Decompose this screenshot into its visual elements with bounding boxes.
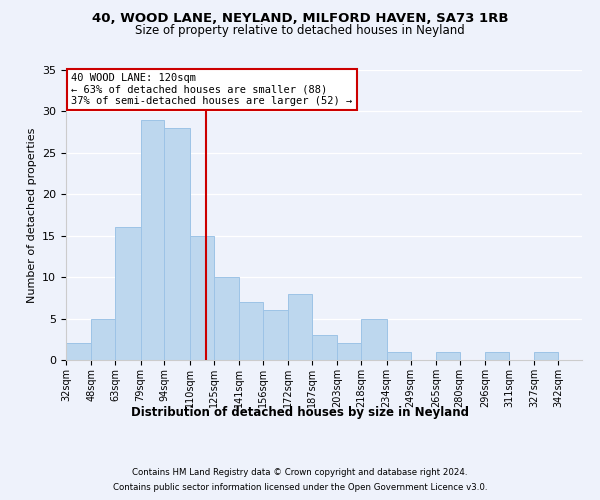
- Text: Contains HM Land Registry data © Crown copyright and database right 2024.: Contains HM Land Registry data © Crown c…: [132, 468, 468, 477]
- Bar: [164, 128, 190, 360]
- Y-axis label: Number of detached properties: Number of detached properties: [26, 128, 37, 302]
- Bar: [436, 352, 460, 360]
- Bar: [361, 318, 387, 360]
- Bar: [485, 352, 509, 360]
- Bar: [239, 302, 263, 360]
- Text: Contains public sector information licensed under the Open Government Licence v3: Contains public sector information licen…: [113, 483, 487, 492]
- Bar: [387, 352, 410, 360]
- Bar: [115, 228, 140, 360]
- Bar: [190, 236, 214, 360]
- Bar: [337, 344, 361, 360]
- Bar: [140, 120, 164, 360]
- Bar: [66, 344, 91, 360]
- Bar: [91, 318, 115, 360]
- Text: 40 WOOD LANE: 120sqm
← 63% of detached houses are smaller (88)
37% of semi-detac: 40 WOOD LANE: 120sqm ← 63% of detached h…: [71, 73, 352, 106]
- Text: Size of property relative to detached houses in Neyland: Size of property relative to detached ho…: [135, 24, 465, 37]
- Text: 40, WOOD LANE, NEYLAND, MILFORD HAVEN, SA73 1RB: 40, WOOD LANE, NEYLAND, MILFORD HAVEN, S…: [92, 12, 508, 26]
- Text: Distribution of detached houses by size in Neyland: Distribution of detached houses by size …: [131, 406, 469, 419]
- Bar: [263, 310, 288, 360]
- Bar: [312, 335, 337, 360]
- Bar: [535, 352, 558, 360]
- Bar: [214, 277, 239, 360]
- Bar: [288, 294, 312, 360]
